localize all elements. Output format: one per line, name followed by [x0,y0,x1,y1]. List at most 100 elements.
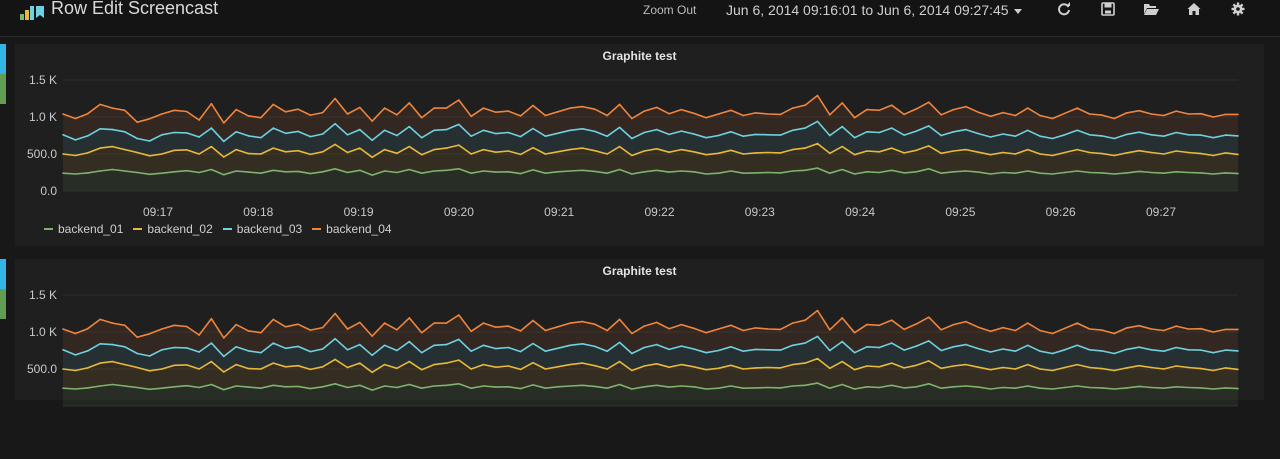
data-point [321,386,324,388]
dashboard-title[interactable]: Row Edit Screencast [51,0,219,18]
data-point [1224,349,1227,351]
data-point [161,172,163,174]
panel-title[interactable]: Graphite test [602,49,677,63]
data-point [532,319,534,322]
data-point [989,136,992,138]
graph-panel-2[interactable]: Graphite test 500.0 1.0 K 1.5 K [15,259,1264,407]
data-point [928,168,930,170]
data-point [791,170,794,172]
data-point [804,127,806,129]
legend-item-backend-02[interactable]: backend_02 [133,222,213,236]
data-point [631,352,633,355]
data-point [99,147,101,149]
data-point [742,350,745,352]
refresh-icon[interactable] [1057,2,1071,16]
data-point [1200,327,1202,330]
x-tick-label: 09:19 [344,205,374,219]
data-point [396,329,398,331]
data-point [1125,152,1128,154]
data-point [433,170,435,172]
series-area-backend-04 [63,95,1238,142]
series-area-backend-03 [63,121,1238,158]
data-point [458,99,460,101]
graph-panel-1[interactable]: Graphite test 0.0 500.0 1.0 K 1.5 K 09:17 09:… [15,44,1264,246]
data-point [359,106,361,109]
data-point [198,368,200,370]
data-point [507,386,510,388]
data-point [940,134,942,137]
data-point [1064,134,1066,136]
row-collapse-handle[interactable] [0,259,6,289]
data-point [1200,349,1202,351]
data-point [408,125,411,128]
time-range-picker[interactable]: Jun 6, 2014 09:16:01 to Jun 6, 2014 09:2… [726,2,1022,18]
data-point [989,115,992,118]
panel-title[interactable]: Graphite test [602,264,677,278]
data-point [977,171,980,173]
data-point [371,174,374,176]
data-point [111,128,114,131]
data-point [853,116,856,119]
data-point [1138,170,1140,173]
series-line-backend-02 [62,142,1239,159]
data-point [1064,366,1066,369]
row-menu-handle[interactable] [0,74,6,104]
data-point [680,170,683,172]
data-point [556,386,559,388]
legend-item-backend-01[interactable]: backend_01 [44,222,123,236]
data-point [1051,332,1054,335]
data-point [1150,328,1153,330]
save-icon[interactable] [1101,2,1115,16]
grafana-logo-icon[interactable] [18,3,46,21]
data-point [223,173,225,176]
home-icon[interactable] [1187,2,1201,16]
data-point [952,171,955,173]
graph-area[interactable]: 0.0 500.0 1.0 K 1.5 K 09:17 09:18 09:19 09:20 09… [15,44,1264,224]
data-point [1002,326,1004,329]
data-point [1187,328,1190,330]
data-point [693,151,695,153]
data-point [717,134,720,137]
data-point [62,172,64,174]
data-point [866,150,868,152]
data-point [643,131,646,134]
data-point [569,385,571,387]
graph-area[interactable]: 500.0 1.0 K 1.5 K [15,259,1264,407]
row-menu-handle[interactable] [0,289,6,319]
data-point [594,130,596,133]
data-point [433,148,435,151]
data-point [1088,349,1091,351]
legend-label: backend_01 [58,222,124,236]
legend-swatch [44,228,53,230]
data-point [1175,171,1177,173]
data-point [1088,151,1091,154]
legend-swatch [133,228,143,230]
data-point [148,355,151,357]
legend-item-backend-03[interactable]: backend_03 [222,222,302,236]
data-point [1187,151,1190,154]
legend-item-backend-04[interactable]: backend_04 [312,222,392,236]
data-point [1163,114,1165,117]
data-point [223,122,225,124]
data-point [1002,151,1004,154]
data-point [915,130,918,132]
data-point [618,126,621,129]
data-point [989,351,992,353]
series-area-backend-04 [63,310,1238,357]
data-point [952,346,955,348]
row-collapse-handle[interactable] [0,44,6,74]
data-point [730,324,732,327]
data-point [62,328,64,330]
data-point [594,385,596,388]
data-point [791,385,794,387]
data-point [396,367,398,370]
x-tick-label: 09:21 [544,205,574,219]
zoom-out-button[interactable]: Zoom Out [643,3,697,17]
data-point [1125,327,1128,329]
data-point [928,360,930,362]
data-point [866,346,868,348]
folder-open-icon[interactable] [1143,2,1159,16]
data-point [581,169,584,172]
gear-icon[interactable] [1231,2,1245,16]
data-point [643,110,646,112]
